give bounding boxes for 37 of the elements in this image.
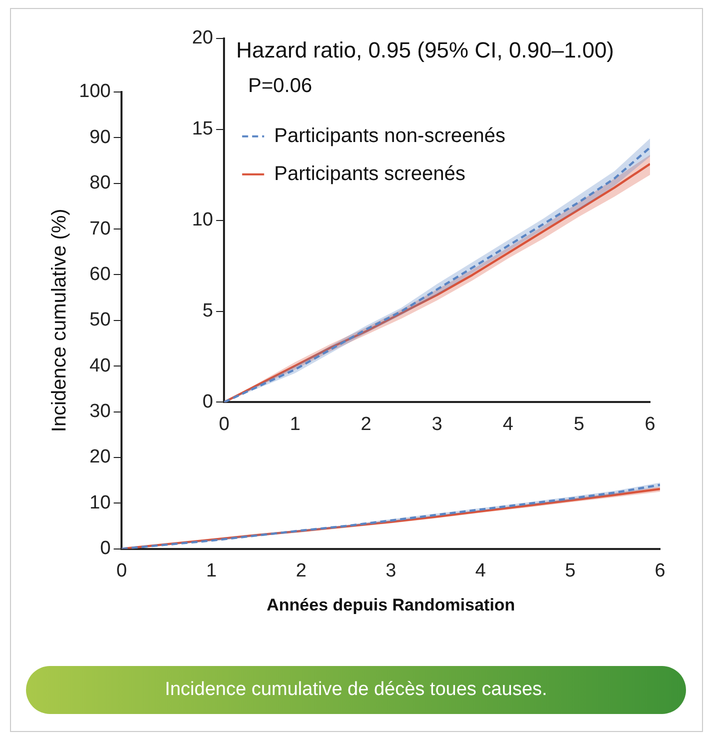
y-tick-label: 40 [90, 355, 111, 376]
y-tick-label: 10 [90, 492, 111, 514]
x-tick-label: 2 [360, 414, 372, 435]
y-tick-label: 50 [90, 310, 111, 331]
y-tick-label: 15 [192, 118, 214, 140]
y-tick-label: 30 [90, 400, 111, 422]
x-tick-label: 3 [386, 560, 396, 582]
y-axis-title: Incidence cumulative (%) [48, 208, 71, 432]
x-tick-label: 0 [218, 414, 230, 435]
y-tick-label: 70 [90, 218, 111, 240]
y-tick-label: 10 [192, 210, 214, 231]
y-tick-label: 60 [90, 264, 111, 285]
x-tick-label: 1 [206, 560, 217, 582]
y-tick-label: 0 [202, 391, 214, 412]
legend-label: Participants screenés [274, 162, 466, 185]
y-tick-label: 90 [90, 126, 111, 148]
x-axis-title: Années depuis Randomisation [266, 595, 516, 614]
x-tick-label: 5 [564, 560, 576, 582]
x-tick-label: 6 [644, 414, 656, 435]
x-tick-label: 4 [502, 414, 514, 435]
y-tick-label: 100 [79, 81, 111, 102]
y-tick-label: 20 [192, 28, 214, 49]
x-tick-label: 6 [654, 560, 666, 582]
text: Incidence cumulative de décès toues causes. [26, 666, 686, 714]
x-tick-label: 1 [290, 414, 300, 435]
y-tick-label: 5 [202, 300, 214, 322]
x-tick-label: 2 [296, 560, 306, 582]
y-tick-label: 80 [90, 172, 111, 194]
x-tick-label: 4 [475, 560, 486, 582]
annotation: Hazard ratio, 0.95 (95% CI, 0.90–1.00) [236, 37, 614, 62]
y-tick-label: 20 [90, 446, 111, 468]
annotation: P=0.06 [248, 74, 312, 97]
x-tick-label: 5 [574, 414, 584, 435]
x-tick-label: 3 [432, 414, 442, 435]
legend-label: Participants non-screenés [274, 124, 506, 147]
x-tick-label: 0 [116, 560, 127, 582]
y-tick-label: 0 [100, 538, 111, 560]
